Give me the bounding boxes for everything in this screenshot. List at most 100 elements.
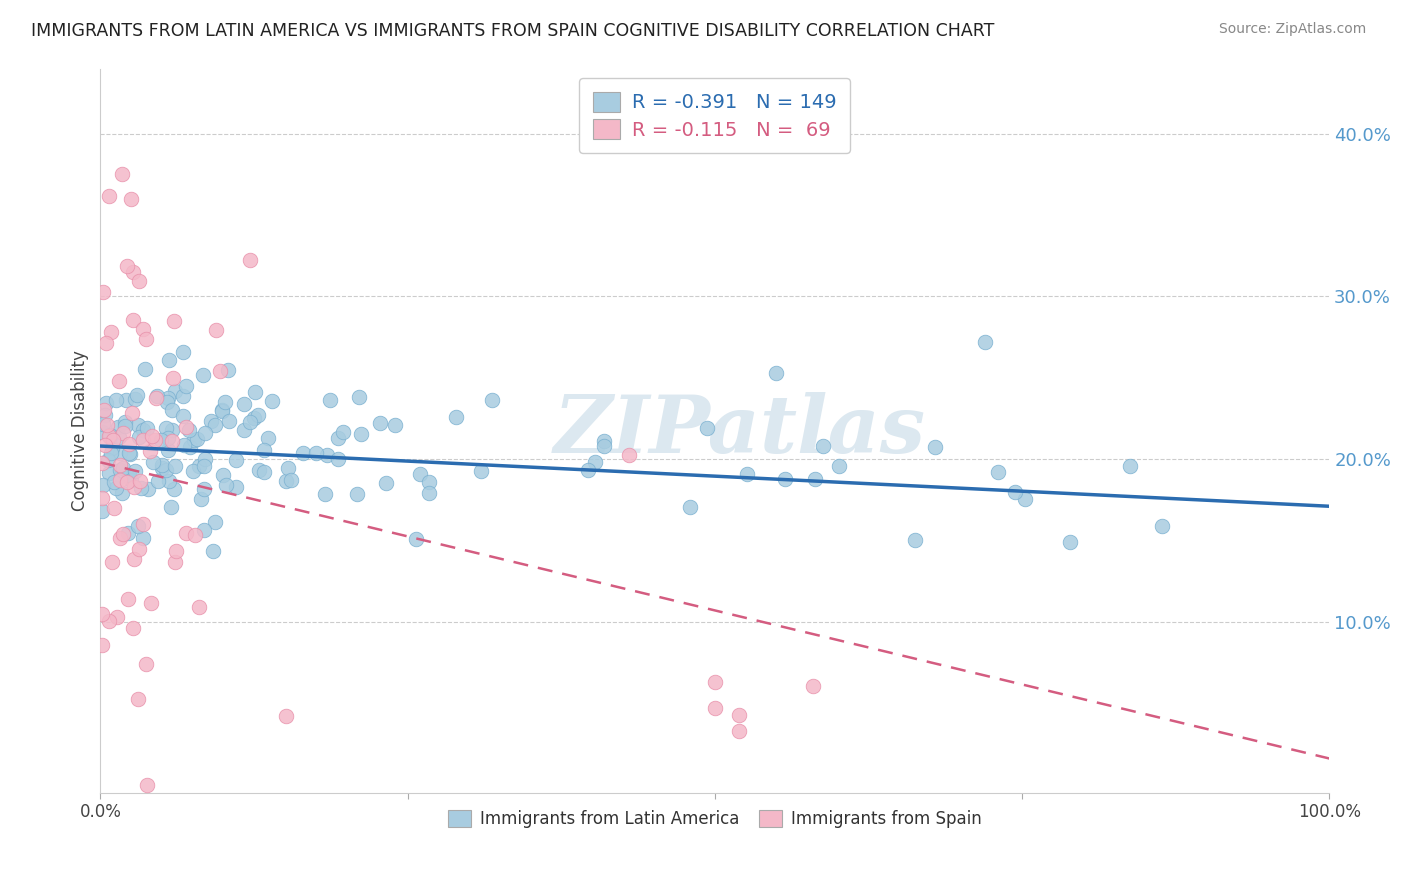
- Point: [108, 531, 131, 545]
- Point: [157, 443, 180, 458]
- Point: [121, 265, 143, 279]
- Point: [127, 417, 149, 432]
- Point: [262, 393, 284, 408]
- Point: [703, 675, 725, 690]
- Point: [100, 446, 122, 460]
- Point: [470, 464, 492, 478]
- Point: [418, 486, 440, 500]
- Point: [110, 445, 132, 459]
- Point: [120, 192, 142, 206]
- Point: [218, 414, 240, 428]
- Point: [108, 458, 131, 472]
- Point: [183, 528, 205, 542]
- Point: [97, 614, 120, 628]
- Point: [172, 345, 194, 359]
- Point: [157, 474, 180, 488]
- Point: [1150, 518, 1173, 533]
- Point: [409, 467, 432, 481]
- Point: [136, 778, 159, 792]
- Point: [155, 421, 177, 435]
- Point: [212, 467, 235, 482]
- Point: [368, 417, 391, 431]
- Point: [773, 472, 796, 486]
- Point: [117, 591, 139, 606]
- Point: [190, 492, 212, 507]
- Point: [828, 459, 851, 474]
- Point: [735, 467, 758, 481]
- Point: [160, 423, 183, 437]
- Point: [481, 392, 503, 407]
- Point: [132, 516, 155, 531]
- Point: [163, 314, 186, 328]
- Point: [122, 622, 145, 636]
- Point: [593, 434, 616, 448]
- Point: [211, 404, 233, 418]
- Point: [179, 440, 201, 454]
- Point: [122, 480, 145, 494]
- Point: [1004, 485, 1026, 500]
- Point: [225, 453, 247, 467]
- Point: [110, 473, 132, 487]
- Point: [150, 461, 173, 475]
- Point: [314, 487, 336, 501]
- Point: [121, 406, 143, 420]
- Point: [128, 541, 150, 556]
- Point: [274, 474, 297, 488]
- Point: [97, 453, 120, 467]
- Point: [155, 463, 177, 477]
- Point: [696, 421, 718, 435]
- Point: [132, 531, 155, 545]
- Point: [181, 464, 204, 478]
- Point: [139, 596, 162, 610]
- Point: [91, 638, 114, 652]
- Point: [91, 478, 114, 492]
- Point: [188, 600, 211, 615]
- Point: [291, 446, 314, 460]
- Point: [1059, 535, 1081, 549]
- Point: [118, 447, 141, 461]
- Text: ZIPatlas: ZIPatlas: [554, 392, 925, 469]
- Point: [193, 459, 215, 474]
- Point: [101, 555, 124, 569]
- Point: [156, 394, 179, 409]
- Point: [200, 415, 222, 429]
- Legend: Immigrants from Latin America, Immigrants from Spain: Immigrants from Latin America, Immigrant…: [441, 804, 988, 835]
- Point: [765, 366, 787, 380]
- Text: IMMIGRANTS FROM LATIN AMERICA VS IMMIGRANTS FROM SPAIN COGNITIVE DISABILITY CORR: IMMIGRANTS FROM LATIN AMERICA VS IMMIGRA…: [31, 22, 994, 40]
- Point: [96, 418, 118, 433]
- Point: [107, 374, 129, 388]
- Point: [328, 451, 350, 466]
- Point: [103, 475, 125, 489]
- Point: [98, 428, 121, 442]
- Point: [142, 454, 165, 468]
- Point: [90, 504, 112, 518]
- Point: [801, 679, 824, 693]
- Point: [280, 473, 302, 487]
- Point: [193, 524, 215, 538]
- Point: [111, 486, 134, 500]
- Point: [592, 439, 614, 453]
- Point: [974, 334, 997, 349]
- Point: [332, 425, 354, 439]
- Point: [679, 500, 702, 515]
- Point: [728, 723, 751, 738]
- Point: [162, 371, 184, 385]
- Point: [202, 544, 225, 558]
- Point: [97, 188, 120, 202]
- Point: [108, 463, 131, 477]
- Point: [165, 555, 187, 569]
- Point: [193, 483, 215, 497]
- Point: [93, 409, 115, 423]
- Point: [174, 420, 197, 434]
- Point: [165, 458, 187, 473]
- Point: [141, 429, 163, 443]
- Point: [233, 397, 256, 411]
- Point: [247, 408, 270, 422]
- Point: [346, 487, 368, 501]
- Point: [194, 425, 217, 440]
- Point: [186, 432, 208, 446]
- Point: [179, 423, 201, 437]
- Point: [135, 657, 157, 672]
- Point: [1014, 491, 1036, 506]
- Point: [253, 465, 276, 479]
